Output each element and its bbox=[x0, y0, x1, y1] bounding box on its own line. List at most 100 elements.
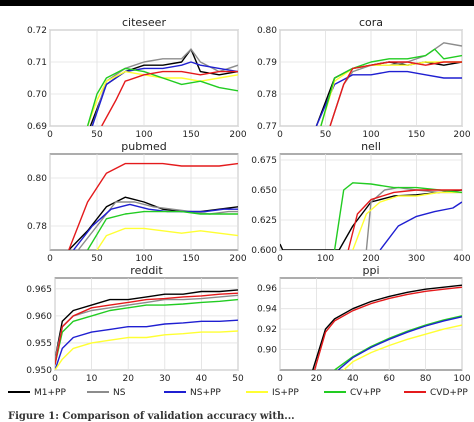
series-line-cv-plus-pp bbox=[87, 210, 238, 250]
y-tick-label: 0.80 bbox=[257, 26, 277, 36]
y-tick-label: 0.79 bbox=[257, 58, 277, 68]
y-tick-label: 0.960 bbox=[26, 312, 52, 322]
x-tick-label: 30 bbox=[159, 374, 171, 384]
series-line-ns-plus-pp bbox=[91, 61, 238, 126]
legend-label: CV+PP bbox=[350, 388, 381, 398]
x-tick-label: 100 bbox=[362, 130, 379, 140]
x-tick-label: 50 bbox=[91, 130, 103, 140]
x-tick-label: 50 bbox=[320, 130, 332, 140]
panel-title: ppi bbox=[362, 264, 379, 277]
x-tick-label: 150 bbox=[408, 130, 425, 140]
x-tick-label: 80 bbox=[420, 374, 432, 384]
series-line-cvd-plus-pp bbox=[329, 61, 462, 126]
panel-title: nell bbox=[361, 140, 381, 153]
y-tick-label: 0.69 bbox=[27, 122, 47, 132]
y-tick-label: 0.955 bbox=[26, 339, 52, 349]
x-tick-label: 100 bbox=[135, 130, 152, 140]
series-line-ns-plus-pp bbox=[379, 201, 462, 250]
figure-caption: Figure 1: Comparison of validation accur… bbox=[8, 411, 295, 422]
y-tick-label: 0.70 bbox=[27, 90, 47, 100]
x-tick-label: 100 bbox=[317, 254, 334, 264]
series-line-is-plus-pp bbox=[320, 61, 462, 126]
plot-area bbox=[54, 277, 239, 371]
x-tick-label: 150 bbox=[182, 254, 199, 264]
panel-title: reddit bbox=[130, 264, 163, 277]
x-tick-label: 200 bbox=[362, 254, 379, 264]
x-tick-label: 0 bbox=[47, 254, 53, 264]
y-tick-label: 0.78 bbox=[257, 90, 277, 100]
series-line-is-plus-pp bbox=[55, 330, 238, 370]
y-tick-label: 0.96 bbox=[257, 284, 277, 294]
top-border-bar bbox=[0, 0, 474, 6]
panel-title: pubmed bbox=[121, 140, 166, 153]
series-line-cv-plus-pp bbox=[320, 48, 462, 126]
x-tick-label: 0 bbox=[277, 130, 283, 140]
legend-item-m1-plus-pp: M1+PP bbox=[8, 388, 66, 398]
x-tick-label: 100 bbox=[453, 374, 470, 384]
x-tick-label: 200 bbox=[229, 254, 246, 264]
x-tick-label: 0 bbox=[47, 130, 53, 140]
x-tick-label: 50 bbox=[91, 254, 103, 264]
series-line-m1-plus-pp bbox=[55, 289, 238, 360]
x-tick-label: 400 bbox=[453, 254, 470, 264]
x-tick-label: 50 bbox=[232, 374, 244, 384]
y-tick-label: 0.950 bbox=[26, 366, 52, 376]
series-line-cvd-plus-pp bbox=[347, 189, 462, 250]
legend-label: NS+PP bbox=[190, 388, 221, 398]
y-tick-label: 0.92 bbox=[257, 325, 277, 335]
series-line-cvd-plus-pp bbox=[101, 70, 238, 126]
panel-cora: 0 50 100 150 200 0.77 0.78 0.79 0.80 cora bbox=[257, 16, 471, 140]
x-tick-label: 200 bbox=[229, 130, 246, 140]
series-line-is-plus-pp bbox=[343, 324, 462, 370]
series-line-is-plus-pp bbox=[352, 191, 462, 250]
x-tick-label: 0 bbox=[52, 374, 58, 384]
x-tick-label: 300 bbox=[408, 254, 425, 264]
x-tick-label: 150 bbox=[182, 130, 199, 140]
x-tick-label: 0 bbox=[277, 374, 283, 384]
series-line-m1-plus-pp bbox=[312, 284, 462, 370]
legend-item-is-plus-pp: IS+PP bbox=[246, 388, 299, 398]
series-line-ns-plus-pp bbox=[55, 319, 238, 370]
legend-label: M1+PP bbox=[34, 388, 66, 398]
series-line-cvd-plus-pp bbox=[313, 286, 462, 370]
y-tick-label: 0.78 bbox=[27, 222, 47, 232]
series-line-cvd-plus-pp bbox=[68, 162, 238, 250]
series-line-is-plus-pp bbox=[86, 70, 238, 126]
series-line-is-plus-pp bbox=[96, 227, 238, 250]
legend-item-cvd-plus-pp: CVD+PP bbox=[404, 388, 468, 398]
series-line-ns-plus-pp bbox=[72, 203, 238, 250]
x-tick-label: 0 bbox=[277, 254, 283, 264]
y-tick-label: 0.650 bbox=[251, 186, 277, 196]
x-tick-label: 10 bbox=[86, 374, 98, 384]
legend: M1+PP NS NS+PP IS+PP CV+PP CVD+PP bbox=[8, 388, 468, 398]
y-tick-label: 0.71 bbox=[27, 58, 47, 68]
series-line-cv-plus-pp bbox=[334, 315, 462, 370]
y-tick-label: 0.625 bbox=[251, 216, 277, 226]
panel-citeseer: 0 50 100 150 200 0.69 0.70 0.71 0.72 citeseer bbox=[27, 16, 247, 140]
x-tick-label: 60 bbox=[383, 374, 395, 384]
series-line-cvd-plus-pp bbox=[55, 292, 238, 365]
series-line-cv-plus-pp bbox=[86, 67, 238, 126]
x-tick-label: 100 bbox=[135, 254, 152, 264]
y-tick-label: 0.965 bbox=[26, 285, 52, 295]
legend-item-cv-plus-pp: CV+PP bbox=[324, 388, 381, 398]
panel-ppi: 0 20 40 60 80 100 0.90 0.92 0.94 0.96 ppi bbox=[257, 264, 471, 384]
x-tick-label: 200 bbox=[453, 130, 470, 140]
x-tick-label: 40 bbox=[196, 374, 208, 384]
x-tick-label: 20 bbox=[311, 374, 323, 384]
legend-item-ns-plus-pp: NS+PP bbox=[164, 388, 221, 398]
y-tick-label: 0.77 bbox=[257, 122, 277, 132]
series-line-ns-plus-pp bbox=[337, 316, 462, 370]
x-tick-label: 20 bbox=[122, 374, 134, 384]
legend-label: CVD+PP bbox=[430, 388, 468, 398]
panel-pubmed: 0 50 100 150 200 0.78 0.80 pubmed bbox=[27, 140, 247, 264]
y-tick-label: 0.94 bbox=[257, 305, 277, 315]
series-line-ns-plus-pp bbox=[315, 70, 462, 126]
y-tick-label: 0.600 bbox=[251, 246, 277, 256]
x-tick-label: 40 bbox=[347, 374, 359, 384]
panel-reddit: 0 10 20 30 40 50 0.950 0.955 0.960 0.965 reddit bbox=[26, 264, 244, 384]
legend-item-ns: NS bbox=[87, 388, 126, 398]
y-tick-label: 0.80 bbox=[27, 174, 47, 184]
panel-nell: 0 100 200 300 400 0.600 0.625 0.650 0.675 nell bbox=[251, 140, 471, 264]
